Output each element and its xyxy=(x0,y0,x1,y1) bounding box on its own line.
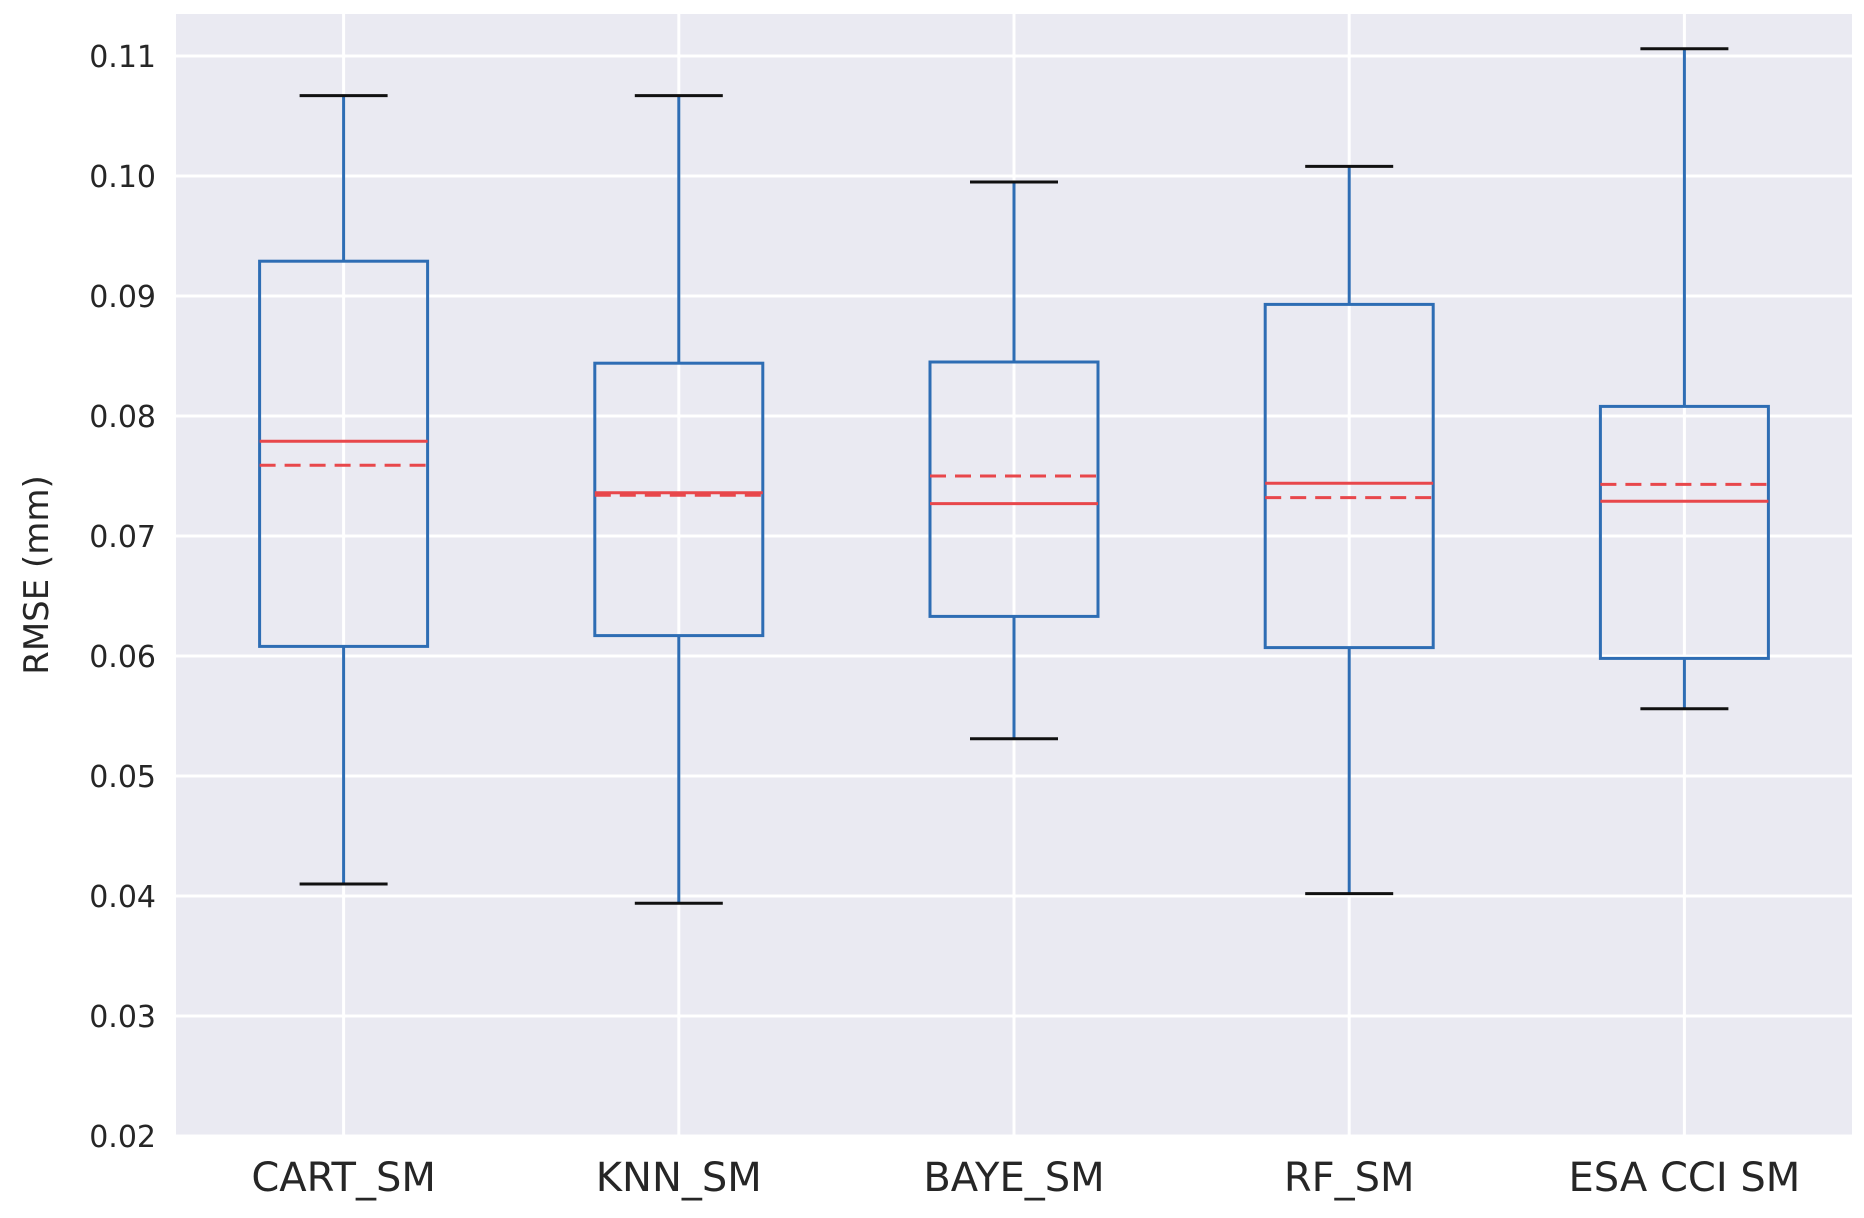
box-series xyxy=(258,47,1770,905)
box-group xyxy=(593,94,765,905)
box-group xyxy=(258,94,430,886)
iqr-box xyxy=(928,360,1100,618)
y-tick-label: 0.08 xyxy=(89,400,156,435)
y-axis-ticks: 0.02 0.03 0.04 0.05 0.06 0.07 0.08 0.09 0.10 0.11 xyxy=(89,40,156,1155)
y-tick-label: 0.06 xyxy=(89,640,156,675)
box-group xyxy=(1598,47,1770,711)
y-tick-label: 0.10 xyxy=(89,160,156,195)
iqr-box xyxy=(1598,404,1770,660)
y-tick-label: 0.05 xyxy=(89,760,156,795)
x-tick-label: ESA CCI SM xyxy=(1569,1155,1801,1201)
y-tick-label: 0.09 xyxy=(89,280,156,315)
y-tick-label: 0.04 xyxy=(89,880,156,915)
y-tick-label: 0.07 xyxy=(89,520,156,555)
iqr-box xyxy=(258,259,430,648)
x-tick-label: RF_SM xyxy=(1284,1155,1415,1201)
y-tick-label: 0.03 xyxy=(89,1000,156,1035)
y-tick-label: 0.11 xyxy=(89,40,156,75)
y-tick-label: 0.02 xyxy=(89,1120,156,1155)
iqr-box xyxy=(1263,302,1435,650)
iqr-box xyxy=(593,361,765,638)
box-group xyxy=(1263,164,1435,896)
x-tick-label: KNN_SM xyxy=(596,1155,762,1201)
x-tick-label: BAYE_SM xyxy=(923,1155,1104,1201)
box-group xyxy=(928,180,1100,741)
x-axis-ticks: CART_SM KNN_SM BAYE_SM RF_SM ESA CCI SM xyxy=(251,1155,1800,1201)
y-axis-label: RMSE (mm) xyxy=(17,475,57,675)
x-tick-label: CART_SM xyxy=(251,1155,436,1201)
